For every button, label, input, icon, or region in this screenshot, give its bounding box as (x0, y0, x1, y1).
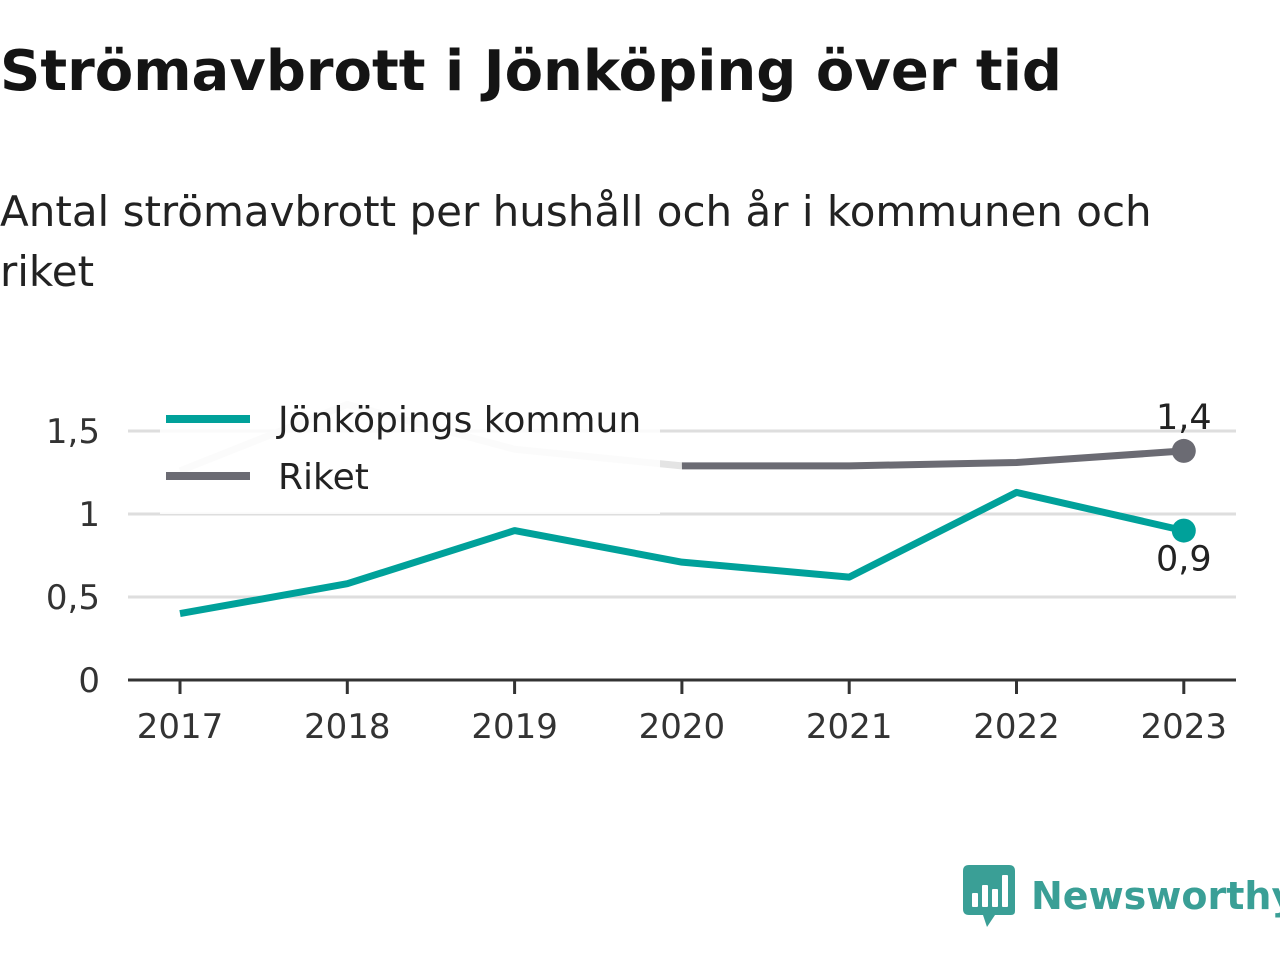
legend-background (160, 388, 660, 514)
data-label-jonkoping: 0,9 (1156, 540, 1212, 580)
series-line-jonkoping (179, 488, 1185, 618)
data-label-riket: 1,4 (1156, 398, 1212, 438)
x-tick-label: 2019 (471, 707, 558, 747)
brand-name: Newsworthy (1031, 874, 1280, 918)
x-tick-label: 2023 (1141, 707, 1228, 747)
x-tick-label: 2020 (639, 707, 726, 747)
newsworthy-logo-icon (963, 865, 1015, 927)
y-tick-label: 1 (78, 495, 100, 535)
chart-subtitle: Antal strömavbrott per hushåll och år i … (0, 187, 1152, 296)
x-tick-label: 2018 (304, 707, 391, 747)
x-tick-label: 2017 (137, 707, 224, 747)
series-line-riket (681, 447, 1185, 470)
end-point-riket (1171, 438, 1196, 463)
end-point-jonkoping (1171, 518, 1196, 543)
chart-title: Strömavbrott i Jönköping över tid (0, 39, 1062, 104)
y-tick-label: 1,5 (46, 412, 100, 452)
x-tick-label: 2021 (806, 707, 893, 747)
x-tick-label: 2022 (973, 707, 1060, 747)
legend-label-riket: Riket (278, 457, 369, 498)
newsworthy-brand: Newsworthy (963, 864, 1280, 928)
y-tick-label: 0,5 (46, 578, 100, 618)
legend-label-jonkoping: Jönköpings kommun (276, 400, 641, 441)
y-tick-label: 0 (78, 661, 100, 701)
